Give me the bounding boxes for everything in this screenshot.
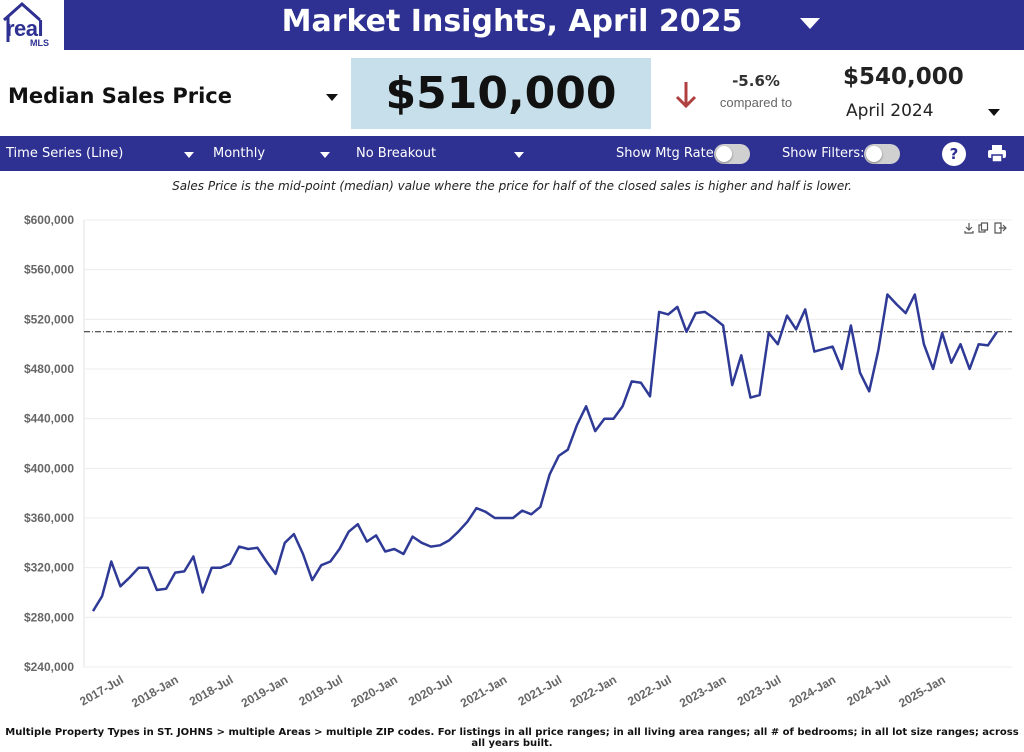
download-icon[interactable] [964, 223, 974, 234]
mtg-rate-toggle[interactable] [714, 144, 750, 164]
mtg-rate-label: Show Mtg Rate: [616, 146, 719, 161]
x-tick-label: 2019-Jan [239, 672, 290, 710]
breakout-dropdown-icon[interactable] [514, 152, 524, 158]
copy-icon[interactable] [978, 222, 989, 233]
x-tick-label: 2023-Jul [735, 672, 784, 708]
prior-period-select[interactable]: April 2024 [846, 101, 934, 121]
x-tick-label: 2018-Jan [129, 672, 180, 710]
interval-dropdown-icon[interactable] [320, 152, 330, 158]
logo-wordmark: real [6, 16, 44, 41]
period-dropdown-icon[interactable] [988, 109, 1000, 116]
down-arrow-icon [675, 82, 697, 109]
filters-toggle[interactable] [864, 144, 900, 164]
house-roof-icon [3, 1, 41, 42]
chart-type-dropdown-icon[interactable] [184, 152, 194, 158]
toggle-knob [866, 146, 882, 162]
realmls-logo[interactable]: real MLS [0, 0, 64, 50]
help-icon[interactable]: ? [942, 142, 966, 166]
y-tick-label: $600,000 [24, 213, 74, 227]
x-axis-ticks: 2017-Jul 2018-Jan 2018-Jul 2019-Jan 2019-Jul… [77, 672, 947, 710]
x-tick-label: 2019-Jul [296, 672, 345, 708]
print-icon[interactable] [987, 144, 1007, 164]
toggle-knob [716, 146, 732, 162]
x-tick-label: 2020-Jul [406, 672, 455, 708]
page-title: Market Insights, April 2025 [281, 4, 743, 39]
x-tick-label: 2022-Jul [625, 672, 674, 708]
metric-select[interactable]: Median Sales Price [8, 84, 232, 108]
chart-type-select[interactable]: Time Series (Line) [6, 146, 124, 161]
y-tick-label: $400,000 [24, 461, 74, 475]
y-tick-label: $360,000 [24, 511, 74, 525]
y-tick-label: $480,000 [24, 362, 74, 376]
filter-bar: Time Series (Line) Monthly No Breakout S… [0, 136, 1024, 171]
y-tick-label: $240,000 [24, 660, 74, 674]
x-tick-label: 2025-Jan [896, 672, 947, 710]
y-axis-ticks: $240,000 $280,000 $320,000 $360,000 $400,000… [24, 213, 74, 674]
grid-layer [83, 219, 1012, 668]
chart-toolbar [964, 222, 1007, 234]
price-line-chart: $240,000 $280,000 $320,000 $360,000 $400,000… [24, 213, 1012, 710]
header-bar: real MLS Market Insights, April 2025 [0, 0, 1024, 50]
x-tick-label: 2023-Jan [677, 672, 728, 710]
compared-label: compared to [719, 95, 793, 110]
x-tick-label: 2024-Jan [787, 672, 838, 710]
x-tick-label: 2018-Jul [187, 672, 236, 708]
x-tick-label: 2017-Jul [77, 672, 126, 708]
x-tick-label: 2022-Jan [567, 672, 618, 710]
series-line [91, 293, 999, 612]
change-percent: -5.6% [732, 72, 780, 90]
x-tick-label: 2021-Jul [516, 672, 565, 708]
export-icon[interactable] [994, 222, 1007, 234]
title-dropdown-icon[interactable] [800, 18, 820, 29]
filters-label: Show Filters: [782, 146, 865, 161]
metric-value: $510,000 [385, 68, 617, 119]
y-tick-label: $320,000 [24, 561, 74, 575]
logo-subtext: MLS [30, 38, 49, 48]
x-tick-label: 2024-Jul [844, 672, 893, 708]
footnote: Multiple Property Types in ST. JOHNS > m… [5, 727, 1019, 749]
x-tick-label: 2020-Jan [348, 672, 399, 710]
metric-definition: Sales Price is the mid-point (median) va… [172, 179, 852, 193]
metric-dropdown-icon[interactable] [326, 94, 338, 101]
y-tick-label: $520,000 [24, 312, 74, 326]
y-tick-label: $280,000 [24, 610, 74, 624]
metric-value-box: $510,000 [351, 58, 651, 129]
prior-value: $540,000 [843, 64, 964, 90]
x-tick-label: 2021-Jan [458, 672, 509, 710]
interval-select[interactable]: Monthly [213, 146, 266, 161]
breakout-select[interactable]: No Breakout [356, 146, 437, 161]
y-tick-label: $560,000 [24, 263, 74, 277]
y-tick-label: $440,000 [24, 412, 74, 426]
